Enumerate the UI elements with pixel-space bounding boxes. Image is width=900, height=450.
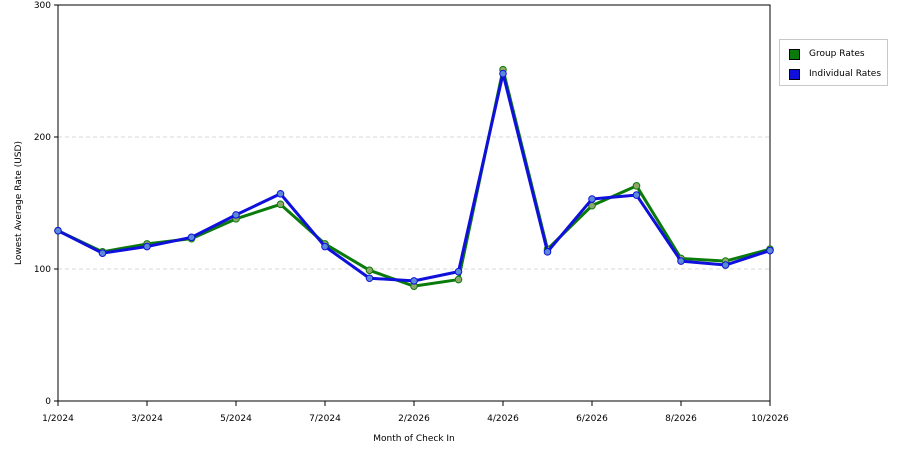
series-line-0 bbox=[57, 68, 771, 288]
x-tick-label: 5/2024 bbox=[220, 414, 252, 424]
axes-layer bbox=[54, 4, 771, 406]
y-tick-label: 0 bbox=[45, 397, 51, 407]
data-point bbox=[543, 248, 552, 256]
legend: Group Rates Individual Rates bbox=[779, 39, 888, 86]
y-tick-label: 300 bbox=[34, 1, 51, 11]
series-line-1 bbox=[57, 72, 771, 283]
y-tick-label: 200 bbox=[34, 133, 51, 143]
x-tick-label: 2/2026 bbox=[398, 414, 430, 424]
data-point bbox=[365, 274, 374, 283]
x-tick-label: 10/2026 bbox=[751, 414, 789, 424]
data-point bbox=[410, 277, 418, 285]
x-axis-title: Month of Check In bbox=[373, 434, 455, 444]
data-point bbox=[632, 191, 641, 199]
x-tick-label: 8/2026 bbox=[665, 414, 697, 424]
data-point bbox=[588, 195, 596, 203]
data-point bbox=[365, 266, 374, 275]
x-tick-label: 3/2024 bbox=[131, 414, 163, 424]
data-point bbox=[98, 249, 107, 257]
legend-swatch-individual-rates bbox=[789, 68, 800, 80]
data-point bbox=[454, 267, 463, 276]
legend-item-individual-rates: Individual Rates bbox=[789, 67, 881, 81]
data-point bbox=[276, 200, 285, 209]
y-axis-title: Lowest Average Rate (USD) bbox=[14, 141, 24, 265]
data-point bbox=[54, 226, 62, 235]
data-point bbox=[499, 69, 507, 78]
data-point bbox=[677, 257, 685, 265]
labels-layer: 0 100 200 300 1/2024 3/2024 5/2024 7/2024 2/2026… bbox=[34, 1, 789, 424]
data-point bbox=[187, 233, 196, 242]
data-point bbox=[321, 242, 329, 251]
x-tick-label: 6/2026 bbox=[576, 414, 608, 424]
y-tick-label: 100 bbox=[34, 265, 51, 275]
series-layer bbox=[54, 65, 774, 290]
data-point bbox=[454, 275, 463, 284]
data-point bbox=[276, 189, 285, 198]
data-point bbox=[766, 246, 774, 255]
x-tick-label: 4/2026 bbox=[487, 414, 519, 424]
data-point bbox=[721, 261, 730, 269]
grid-layer bbox=[58, 136, 770, 270]
x-tick-label: 1/2024 bbox=[42, 414, 74, 424]
data-point bbox=[632, 182, 641, 190]
data-point bbox=[143, 242, 151, 251]
legend-label-group-rates: Group Rates bbox=[809, 49, 865, 59]
legend-swatch-group-rates bbox=[789, 48, 800, 60]
plot-frame bbox=[57, 4, 771, 402]
data-point bbox=[232, 211, 240, 219]
legend-label-individual-rates: Individual Rates bbox=[809, 69, 882, 79]
x-tick-label: 7/2024 bbox=[309, 414, 341, 424]
legend-item-group-rates: Group Rates bbox=[789, 47, 865, 61]
